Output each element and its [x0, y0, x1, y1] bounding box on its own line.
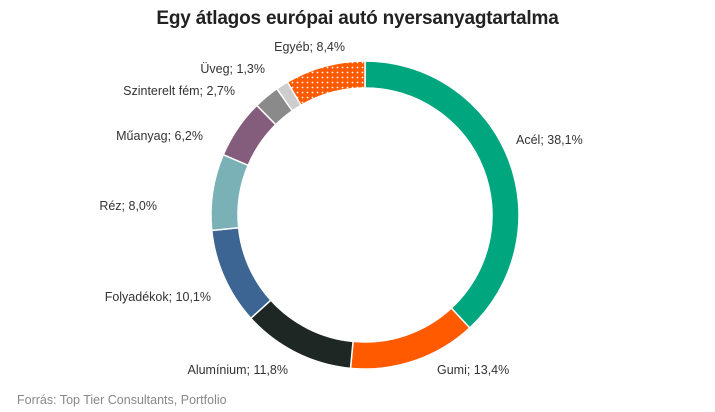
slice-réz — [210, 153, 250, 232]
slice-label: Acél; 38,1% — [516, 133, 583, 147]
slice-folyadékok — [210, 226, 272, 320]
slice-label: Alumínium; 11,8% — [187, 363, 288, 377]
slice-acél — [364, 60, 520, 329]
slice-label: Gumi; 13,4% — [437, 363, 509, 377]
source-note: Forrás: Top Tier Consultants, Portfolio — [17, 393, 227, 407]
slice-egyéb — [286, 60, 366, 107]
slice-label: Réz; 8,0% — [99, 199, 157, 213]
slices-group — [210, 60, 520, 370]
chart-title: Egy átlagos európai autó nyersanyagtarta… — [156, 8, 559, 29]
slice-label: Műanyag; 6,2% — [116, 129, 203, 143]
slice-alumínium — [249, 299, 354, 370]
slice-label: Folyadékok; 10,1% — [105, 290, 211, 304]
slice-label: Üveg; 1,3% — [200, 62, 265, 76]
slice-label: Egyéb; 8,4% — [274, 40, 345, 54]
slice-gumi — [349, 307, 471, 370]
slice-label: Szinterelt fém; 2,7% — [123, 84, 235, 98]
labels-group: Acél; 38,1% Gumi; 13,4% Alumínium; 11,8% Fo… — [99, 40, 582, 377]
